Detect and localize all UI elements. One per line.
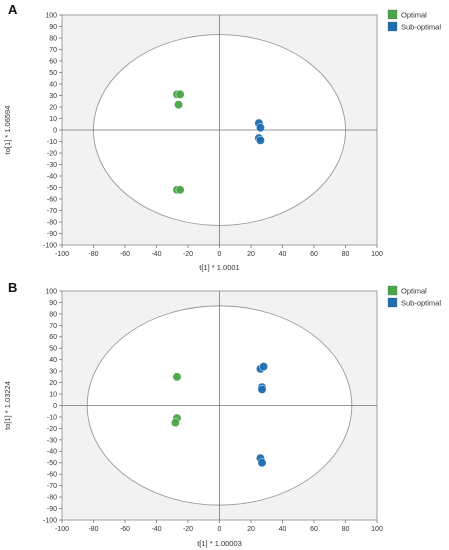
- y-tick-label: 40: [49, 357, 57, 364]
- y-tick-label: -100: [43, 242, 57, 249]
- y-tick-label: 0: [53, 403, 57, 410]
- x-tick-label: -60: [120, 251, 130, 258]
- y-tick-label: 10: [49, 391, 57, 398]
- y-tick-label: -70: [47, 483, 57, 490]
- data-point: [257, 385, 267, 394]
- chart-panel-B: B-100 -80 -60 -40 -20 0 20 40 60 80 100-100-90-80-…: [3, 280, 441, 548]
- y-tick-label: -10: [47, 414, 57, 421]
- y-tick-label: 50: [49, 70, 57, 77]
- legend-swatch: [387, 21, 398, 32]
- x-tick-label: 100: [371, 526, 383, 533]
- x-tick-label: 80: [342, 251, 350, 258]
- y-tick-label: 60: [49, 334, 57, 341]
- legend-label: Sub-optimal: [401, 23, 441, 32]
- y-axis-label: to[1] * 1.06594: [3, 106, 12, 155]
- y-tick-label: 0: [53, 127, 57, 134]
- y-tick-label: 40: [49, 81, 57, 88]
- panel-label: B: [8, 280, 17, 295]
- y-tick-label: 70: [49, 47, 57, 54]
- y-tick-label: -30: [47, 437, 57, 444]
- y-tick-label: 20: [49, 380, 57, 387]
- y-tick-label: -100: [43, 517, 57, 524]
- series-sub-optimal: [256, 362, 269, 468]
- y-tick-label: 80: [49, 311, 57, 318]
- x-tick-label: 100: [371, 251, 383, 258]
- y-tick-label: 100: [45, 12, 57, 19]
- x-tick-label: 80: [342, 526, 350, 533]
- x-tick-label: 0: [218, 526, 222, 533]
- y-tick-label: -60: [47, 472, 57, 479]
- data-point: [170, 418, 180, 428]
- x-tick-label: 60: [310, 526, 318, 533]
- y-tick-label: -80: [47, 219, 57, 226]
- data-point: [256, 135, 265, 145]
- data-point: [172, 372, 182, 382]
- x-tick-label: 40: [279, 526, 287, 533]
- y-tick-label: 80: [49, 35, 57, 42]
- y-tick-label: 70: [49, 323, 57, 330]
- x-tick-label: 0: [218, 251, 222, 258]
- data-point: [175, 89, 185, 99]
- y-tick-label: -50: [47, 460, 57, 467]
- x-axis-label: t[1] * 1.0001: [199, 263, 239, 272]
- y-tick-label: 60: [49, 58, 57, 65]
- y-axis-label: to[1] * 1.03224: [3, 381, 12, 430]
- series-optimal: [172, 89, 185, 195]
- y-tick-label: -20: [47, 426, 57, 433]
- y-tick-label: -70: [47, 208, 57, 215]
- data-point: [174, 100, 184, 110]
- series-optimal: [170, 372, 182, 428]
- x-tick-label: -80: [88, 251, 98, 258]
- x-tick-label: -20: [183, 251, 193, 258]
- legend-swatch: [387, 9, 398, 20]
- y-tick-label: 100: [45, 288, 57, 295]
- x-tick-label: -40: [151, 251, 161, 258]
- legend-swatch: [387, 285, 398, 296]
- data-point: [256, 123, 265, 133]
- chart-panel-A: A-100 -80 -60 -40 -20 0 20 40 60 80 100-100-90-80-…: [3, 2, 441, 272]
- y-tick-label: -90: [47, 231, 57, 238]
- x-tick-label: 20: [247, 251, 255, 258]
- x-tick-label: -80: [88, 526, 98, 533]
- x-tick-label: -60: [120, 526, 130, 533]
- data-point: [257, 458, 267, 468]
- data-point: [259, 362, 269, 372]
- legend-label: Optimal: [401, 11, 427, 20]
- y-tick-label: -80: [47, 495, 57, 502]
- x-tick-label: -40: [151, 526, 161, 533]
- y-tick-label: -20: [47, 150, 57, 157]
- legend-label: Sub-optimal: [401, 299, 441, 308]
- y-tick-label: -50: [47, 185, 57, 192]
- panel-label: A: [8, 2, 18, 17]
- y-tick-label: 30: [49, 93, 57, 100]
- y-tick-label: -10: [47, 139, 57, 146]
- x-axis-label: t[1] * 1.00003: [197, 539, 242, 548]
- x-tick-label: -100: [55, 526, 69, 533]
- x-tick-label: 20: [247, 526, 255, 533]
- y-tick-label: -60: [47, 196, 57, 203]
- x-tick-label: 60: [310, 251, 318, 258]
- y-tick-label: 50: [49, 346, 57, 353]
- y-tick-label: 30: [49, 369, 57, 376]
- x-tick-label: -100: [55, 251, 69, 258]
- legend-label: Optimal: [401, 287, 427, 296]
- y-tick-label: -30: [47, 162, 57, 169]
- series-sub-optimal: [254, 118, 265, 145]
- y-tick-label: 90: [49, 300, 57, 307]
- y-tick-label: -90: [47, 506, 57, 513]
- y-tick-label: 90: [49, 24, 57, 31]
- x-tick-label: 40: [279, 251, 287, 258]
- y-tick-label: 10: [49, 116, 57, 123]
- legend-swatch: [387, 297, 398, 308]
- y-tick-label: -40: [47, 449, 57, 456]
- y-tick-label: 20: [49, 104, 57, 111]
- y-tick-label: -40: [47, 173, 57, 180]
- x-tick-label: -20: [183, 526, 193, 533]
- data-point: [175, 185, 185, 195]
